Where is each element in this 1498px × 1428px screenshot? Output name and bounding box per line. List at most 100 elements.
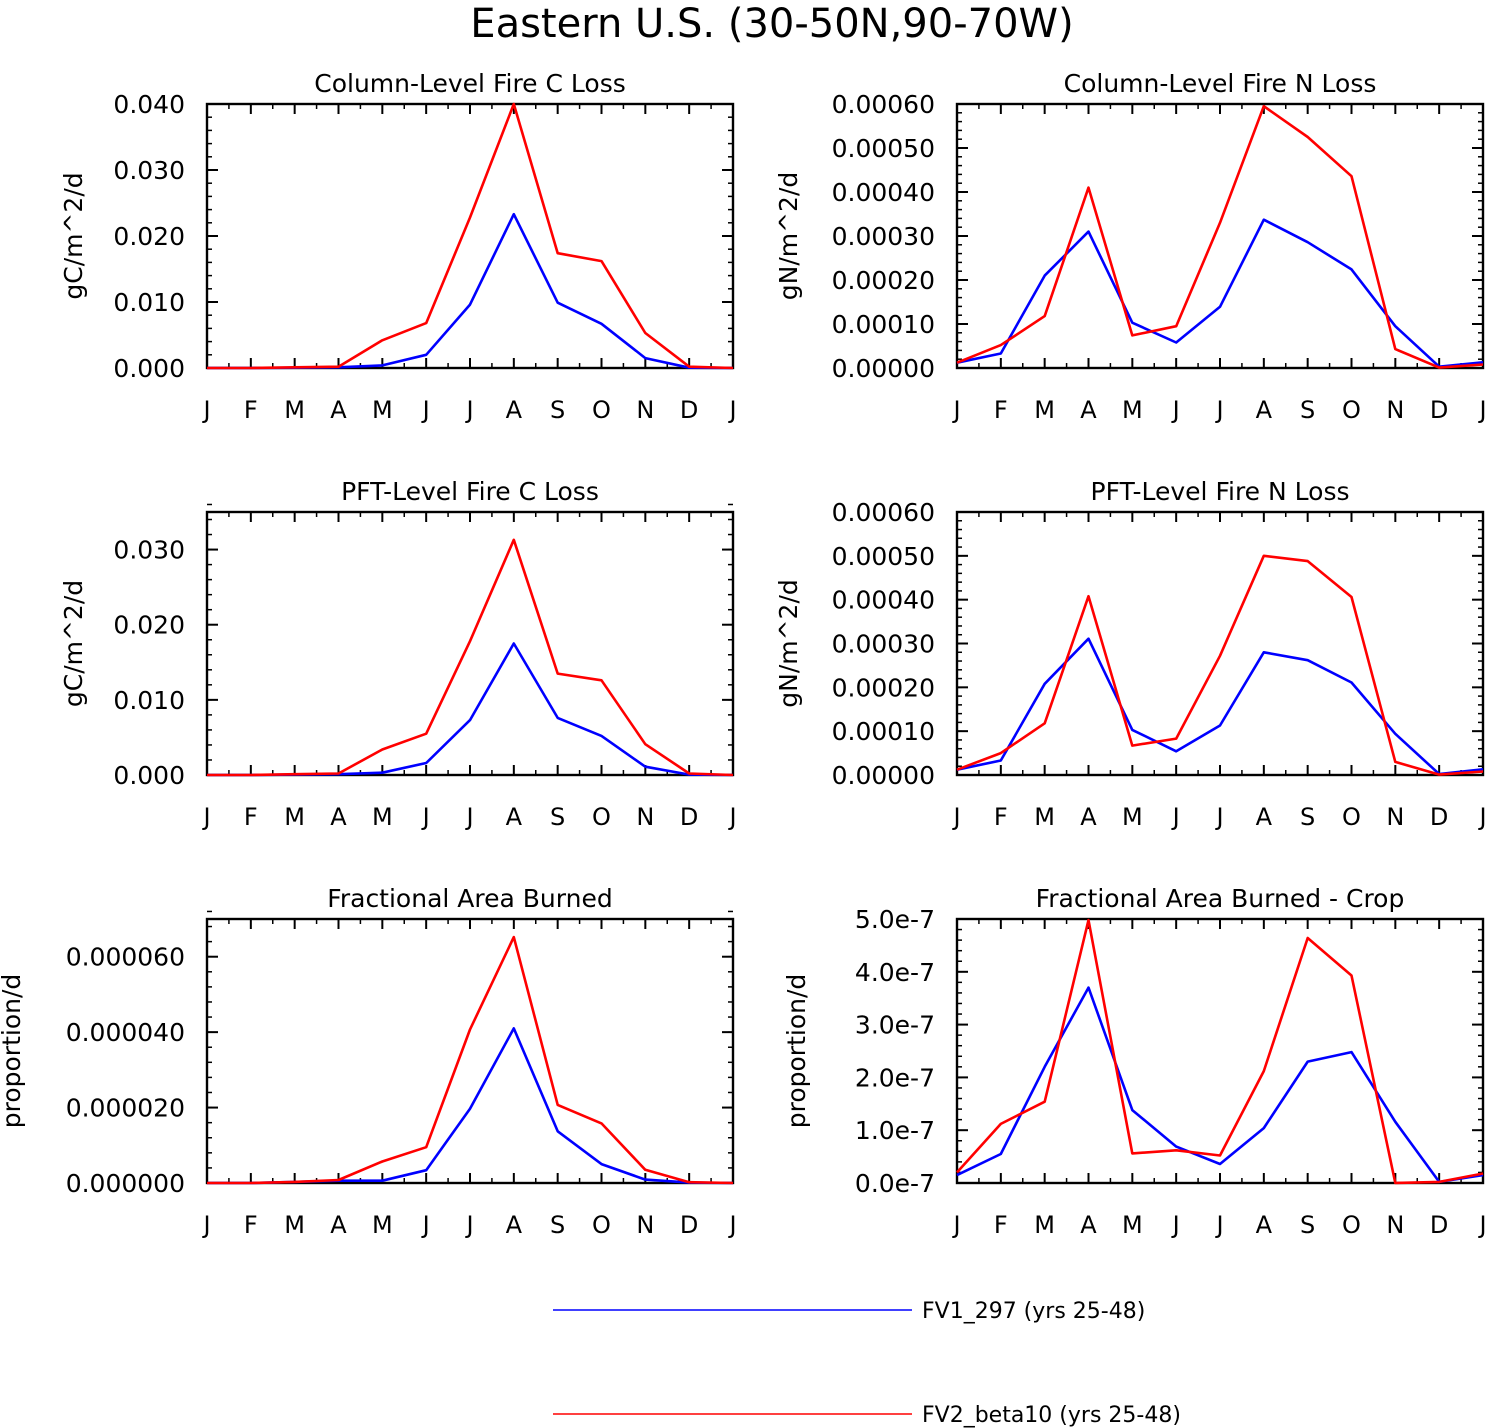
plot-frame <box>955 510 1485 777</box>
series-line-FV1_297 <box>207 1027 734 1185</box>
y-tick-label: 0.00010 <box>832 717 935 746</box>
plot-frame <box>955 917 1485 1185</box>
y-tick-label: 0.000020 <box>66 1094 185 1123</box>
x-tick-label: D <box>1430 803 1448 831</box>
chart-panel-3: J F M A M J J A S O N D J0.000000.000100.000200.0003… <box>774 477 1487 831</box>
y-axis-label: gC/m^2/d <box>59 580 88 707</box>
y-tick-label: 3.0e-7 <box>855 1011 935 1040</box>
y-tick-label: 0.00000 <box>832 761 935 790</box>
y-tick-label: 2.0e-7 <box>855 1063 935 1092</box>
x-tick-label: M <box>372 803 393 831</box>
x-tick-label: J <box>201 396 210 424</box>
y-tick-label: 0.00050 <box>832 134 935 163</box>
plot-frame <box>205 917 735 1185</box>
series-line-FV1_297 <box>956 986 1484 1184</box>
x-tick-label: F <box>244 1211 258 1239</box>
legend: FV1_297 (yrs 25-48) FV2_beta10 (yrs 25-4… <box>553 1299 1181 1428</box>
x-tick-label: N <box>1386 803 1404 831</box>
x-tick-label: O <box>592 1211 611 1239</box>
x-tick-label: M <box>1122 803 1143 831</box>
x-tick-label: S <box>550 803 565 831</box>
x-tick-label: J <box>421 396 430 424</box>
y-tick-label: 0.030 <box>113 156 185 185</box>
y-tick-label: 0.00000 <box>832 354 935 383</box>
x-tick-label: J <box>421 1211 430 1239</box>
panel-title: Fractional Area Burned - Crop <box>1036 884 1405 913</box>
x-tick-label: J <box>1477 803 1486 831</box>
x-tick-label: M <box>284 1211 305 1239</box>
series-line-FV1_297 <box>956 637 1484 776</box>
x-tick-label: F <box>244 803 258 831</box>
x-tick-label: M <box>372 396 393 424</box>
x-tick-label: J <box>1171 396 1180 424</box>
x-tick-label: J <box>951 803 960 831</box>
y-tick-label: 0.00040 <box>832 178 935 207</box>
y-tick-label: 0.030 <box>113 536 185 565</box>
x-tick-label: A <box>1256 1211 1273 1239</box>
series-line-FV1_297 <box>207 212 734 370</box>
y-tick-label: 0.010 <box>113 288 185 317</box>
x-tick-label: O <box>592 396 611 424</box>
series-line-FV2_beta10 <box>956 918 1484 1185</box>
x-tick-label: J <box>1214 396 1223 424</box>
chart-panel-2: J F M A M J J A S O N D J0.0000.0100.0200.030PFT-Lev… <box>59 477 737 831</box>
x-tick-label: J <box>1171 803 1180 831</box>
x-tick-label: J <box>727 396 736 424</box>
x-tick-label: J <box>1214 1211 1223 1239</box>
panel-title: Column-Level Fire C Loss <box>314 69 626 98</box>
x-tick-label: M <box>372 1211 393 1239</box>
x-tick-label: M <box>284 396 305 424</box>
y-tick-label: 0.00030 <box>832 222 935 251</box>
x-tick-label: N <box>636 396 654 424</box>
x-tick-label: A <box>1080 803 1097 831</box>
x-tick-label: F <box>994 396 1008 424</box>
y-tick-label: 0.020 <box>113 222 185 251</box>
y-tick-label: 1.0e-7 <box>855 1116 935 1145</box>
series-line-FV2_beta10 <box>956 554 1484 776</box>
x-tick-label: A <box>506 803 523 831</box>
x-tick-label: N <box>636 803 654 831</box>
x-tick-label: A <box>330 1211 347 1239</box>
x-tick-label: D <box>680 1211 698 1239</box>
chart-panel-4: J F M A M J J A S O N D J0.0000000.0000200.0000400.0… <box>0 884 737 1239</box>
x-tick-label: J <box>201 803 210 831</box>
x-tick-label: J <box>727 1211 736 1239</box>
series-line-FV2_beta10 <box>207 935 734 1185</box>
y-axis-label: gN/m^2/d <box>774 172 803 301</box>
panel-title: Column-Level Fire N Loss <box>1064 69 1377 98</box>
y-tick-label: 0.00060 <box>832 498 935 527</box>
x-tick-label: F <box>994 1211 1008 1239</box>
series-line-FV2_beta10 <box>207 102 734 370</box>
x-tick-label: S <box>1300 1211 1315 1239</box>
x-tick-label: D <box>1430 396 1448 424</box>
legend-label-FV2_beta10: FV2_beta10 (yrs 25-48) <box>922 1403 1181 1428</box>
y-axis-label: gN/m^2/d <box>774 579 803 708</box>
y-tick-label: 0.000 <box>113 761 185 790</box>
y-tick-label: 0.000040 <box>66 1018 185 1047</box>
y-tick-label: 4.0e-7 <box>855 958 935 987</box>
x-tick-label: A <box>330 396 347 424</box>
series-line-FV2_beta10 <box>956 104 1484 369</box>
x-tick-label: S <box>550 1211 565 1239</box>
x-tick-label: O <box>592 803 611 831</box>
x-tick-label: A <box>1080 1211 1097 1239</box>
x-tick-label: A <box>506 396 523 424</box>
y-tick-label: 0.020 <box>113 611 185 640</box>
x-tick-label: J <box>464 1211 473 1239</box>
panel-title: PFT-Level Fire N Loss <box>1091 477 1350 506</box>
x-tick-label: N <box>636 1211 654 1239</box>
x-tick-label: N <box>1386 396 1404 424</box>
x-tick-label: J <box>464 396 473 424</box>
y-axis-label: proportion/d <box>0 974 26 1129</box>
x-tick-label: J <box>1214 803 1223 831</box>
panel-title: Fractional Area Burned <box>327 884 612 913</box>
y-tick-label: 0.00020 <box>832 673 935 702</box>
series-line-FV2_beta10 <box>207 538 734 777</box>
y-tick-label: 0.000060 <box>66 943 185 972</box>
x-tick-label: O <box>1342 803 1361 831</box>
x-tick-label: O <box>1342 1211 1361 1239</box>
y-axis-label: proportion/d <box>782 974 811 1129</box>
y-tick-label: 0.000 <box>113 354 185 383</box>
x-tick-label: A <box>1080 396 1097 424</box>
